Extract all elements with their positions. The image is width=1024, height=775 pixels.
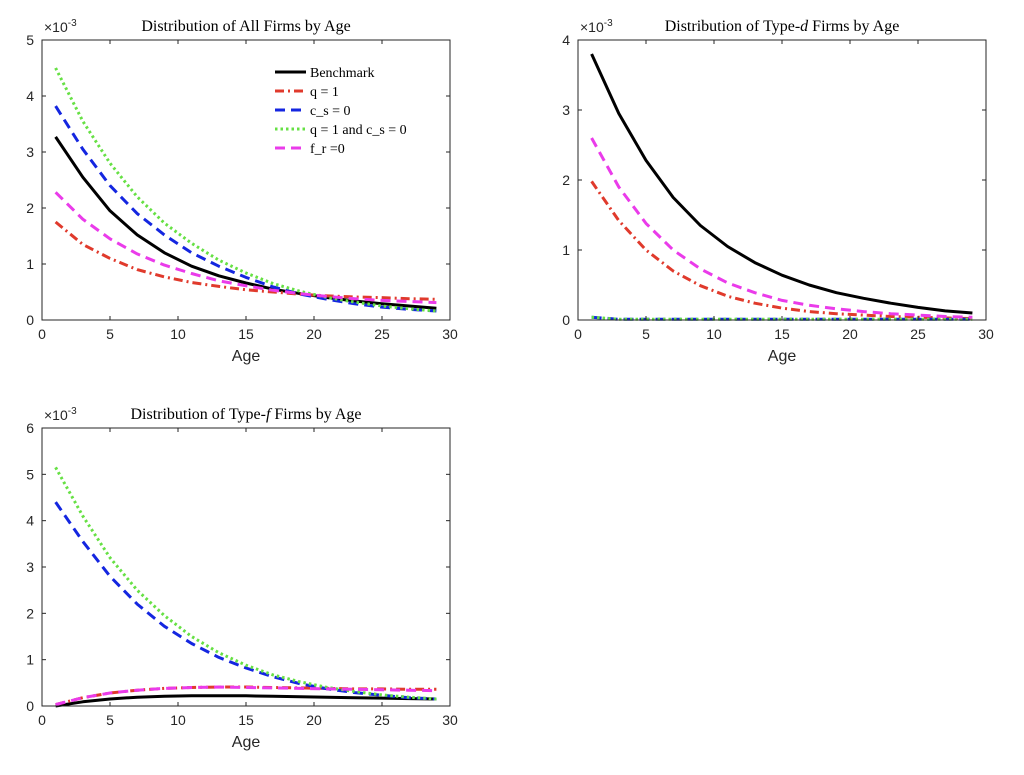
chart-panel-1: 0 5 10 15 20 25 30 0 1 2 3 4 5 ×10-3 Age Distribution o… <box>26 18 458 365</box>
series-line-q-1-and-c-s-0 <box>54 466 437 701</box>
series-line-f-r-0 <box>55 685 437 707</box>
series-line-f-r-0 <box>54 191 437 305</box>
x-tick-label: 25 <box>910 326 926 342</box>
y-tick-label: 4 <box>562 32 570 48</box>
x-tick-label: 5 <box>106 712 114 728</box>
y-tick-label: 1 <box>26 256 34 272</box>
y-tick-label: 2 <box>26 605 34 621</box>
series-line-c-s-0 <box>54 501 437 701</box>
x-tick-label: 30 <box>442 712 458 728</box>
chart-title-part: Distribution of All Firms by Age <box>141 18 350 35</box>
series-line-benchmark <box>55 694 437 708</box>
y-tick-label: 3 <box>562 102 570 118</box>
chart-panel-2: 0 5 10 15 20 25 30 0 1 2 3 4 ×10-3 Age Distribution of… <box>562 18 994 365</box>
x-tick-label: 10 <box>170 326 186 342</box>
x-tick-label: 15 <box>774 326 790 342</box>
x-tick-label: 5 <box>106 326 114 342</box>
y-exponent-label: ×10-3 <box>44 18 77 35</box>
y-tick-label: 5 <box>26 32 34 48</box>
x-tick-label: 0 <box>38 326 46 342</box>
series-line-benchmark <box>54 136 437 310</box>
y-tick-label: 1 <box>26 652 34 668</box>
x-tick-label: 25 <box>374 712 390 728</box>
y-tick-label: 0 <box>562 312 570 328</box>
y-exponent-power: -3 <box>604 18 613 29</box>
x-tick-label: 20 <box>842 326 858 342</box>
chart-panel-3: 0 5 10 15 20 25 30 0 1 2 3 4 5 6 ×10-3 Age Distribution … <box>26 406 458 751</box>
legend-label-f-r-0: f_r =0 <box>310 142 345 157</box>
x-tick-label: 10 <box>706 326 722 342</box>
chart-title-part: Distribution of Type- <box>665 18 800 35</box>
chart-title-part: Distribution of Type- <box>130 406 265 423</box>
chart-title: Distribution of Type-f Firms by Age <box>130 406 361 423</box>
y-tick-label: 2 <box>562 172 570 188</box>
y-tick-label: 4 <box>26 88 34 104</box>
chart-title: Distribution of All Firms by Age <box>141 18 350 35</box>
x-tick-label: 25 <box>374 326 390 342</box>
chart-title-part: Firms by Age <box>808 18 899 35</box>
legend-label-q-1: q = 1 <box>310 85 339 100</box>
chart-title: Distribution of Type-d Firms by Age <box>665 18 900 35</box>
y-tick-label: 3 <box>26 144 34 160</box>
y-tick-label: 1 <box>562 242 570 258</box>
y-tick-label: 2 <box>26 200 34 216</box>
plot-area <box>42 428 450 706</box>
legend-label-c-s-0: c_s = 0 <box>310 104 351 119</box>
x-axis-label: Age <box>768 348 797 365</box>
y-tick-label: 6 <box>26 420 34 436</box>
series-line-f-r-0 <box>590 137 973 319</box>
x-tick-label: 20 <box>306 326 322 342</box>
legend-label-q-1-and-c-s-0: q = 1 and c_s = 0 <box>310 123 407 138</box>
y-exponent-power: -3 <box>68 406 77 417</box>
y-exponent-label: ×10-3 <box>580 18 613 35</box>
x-tick-label: 15 <box>238 326 254 342</box>
x-tick-label: 20 <box>306 712 322 728</box>
x-tick-label: 15 <box>238 712 254 728</box>
plot-area <box>578 40 986 320</box>
legend-label-benchmark: Benchmark <box>310 66 375 81</box>
y-tick-label: 0 <box>26 698 34 714</box>
x-tick-label: 30 <box>442 326 458 342</box>
series-line-q-1-and-c-s-0 <box>54 67 437 313</box>
y-exponent-base: ×10 <box>44 19 68 35</box>
series-line-q-1 <box>590 180 973 321</box>
x-tick-label: 0 <box>38 712 46 728</box>
x-tick-label: 10 <box>170 712 186 728</box>
y-tick-label: 0 <box>26 312 34 328</box>
x-axis-label: Age <box>232 348 261 365</box>
series-line-benchmark <box>590 53 973 315</box>
x-tick-label: 5 <box>642 326 650 342</box>
y-exponent-base: ×10 <box>44 407 68 423</box>
y-tick-label: 4 <box>26 513 34 529</box>
x-tick-label: 0 <box>574 326 582 342</box>
y-exponent-label: ×10-3 <box>44 406 77 423</box>
y-tick-label: 5 <box>26 466 34 482</box>
chart-title-part: d <box>800 18 809 35</box>
x-axis-label: Age <box>232 734 261 751</box>
chart-title-part: f <box>266 406 273 423</box>
y-tick-label: 3 <box>26 559 34 575</box>
legend: Benchmark q = 1 c_s = 0 q = 1 and c_s = 0 f_… <box>275 66 407 157</box>
y-exponent-base: ×10 <box>580 19 604 35</box>
y-exponent-power: -3 <box>68 18 77 29</box>
x-tick-label: 30 <box>978 326 994 342</box>
chart-title-part: Firms by Age <box>270 406 361 423</box>
